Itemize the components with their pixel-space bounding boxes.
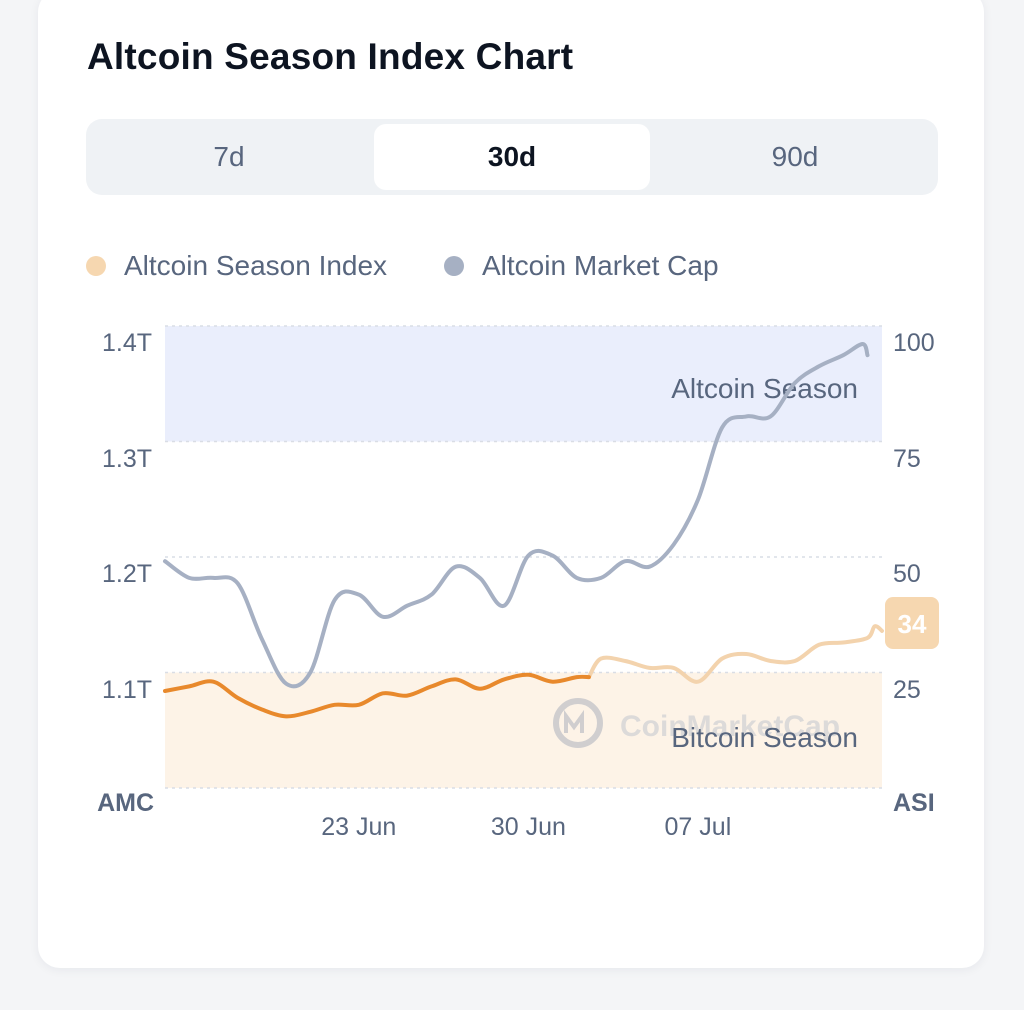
tab-90d[interactable]: 90d [771, 141, 819, 172]
legend-label: Altcoin Market Cap [482, 250, 719, 281]
legend-item-altcoin-season-index[interactable]: Altcoin Season Index [86, 246, 387, 286]
tab-30d[interactable]: 30d [374, 124, 650, 190]
chart-title: Altcoin Season Index Chart [87, 36, 574, 77]
legend-label: Altcoin Season Index [124, 250, 388, 281]
timeframe-tabs: 7d 30d 90d [86, 119, 938, 195]
legend-dot-icon [86, 256, 106, 276]
legend-item-altcoin-market-cap[interactable]: Altcoin Market Cap [444, 246, 719, 286]
tab-7d[interactable]: 7d [213, 141, 245, 172]
legend-dot-icon [444, 256, 464, 276]
